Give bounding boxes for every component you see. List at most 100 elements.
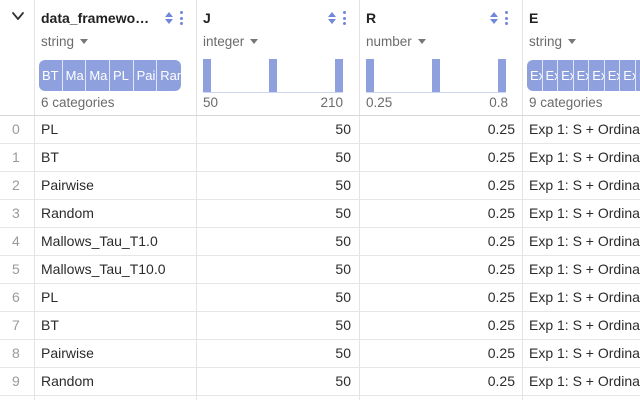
cell-j[interactable]: 50 <box>335 149 351 165</box>
histogram-bar[interactable] <box>335 59 343 92</box>
cell-data-framework[interactable]: Mallows_Tau_T1.0 <box>41 233 158 249</box>
row-index: 3 <box>12 205 20 221</box>
column-menu-icon[interactable] <box>503 10 509 26</box>
cell-e[interactable]: Exp 1: S + Ordinal <box>529 177 640 193</box>
cell-e[interactable]: Exp 1: S + Ordinal <box>529 373 640 389</box>
category-segment[interactable]: Ex <box>527 60 543 91</box>
range-min: 50 <box>203 95 219 110</box>
cell-data-framework[interactable]: PL <box>41 289 59 305</box>
cell-j[interactable]: 50 <box>335 177 351 193</box>
category-segment[interactable]: Ex <box>574 60 590 91</box>
table-row[interactable]: 0 PL 50 0.25 Exp 1: S + Ordinal <box>0 116 640 144</box>
cell-e[interactable]: Exp 1: S + Ordinal <box>529 205 640 221</box>
column-menu-icon[interactable] <box>341 10 347 26</box>
category-segment[interactable]: Ma <box>63 60 87 91</box>
table-row[interactable]: 4 Mallows_Tau_T1.0 50 0.25 Exp 1: S + Or… <box>0 228 640 256</box>
table-row[interactable]: 3 Random 50 0.25 Exp 1: S + Ordinal <box>0 200 640 228</box>
cell-data-framework[interactable]: Random <box>41 373 94 389</box>
cell-r[interactable]: 0.25 <box>487 177 515 193</box>
cell-j[interactable]: 50 <box>335 317 351 333</box>
cell-e[interactable]: Exp 1: S + Ordinal <box>529 149 640 165</box>
row-index: 1 <box>12 149 20 165</box>
sort-icon[interactable] <box>164 10 174 26</box>
cell-j[interactable]: 50 <box>335 289 351 305</box>
column-type[interactable]: string <box>529 34 577 49</box>
cell-r[interactable]: 0.25 <box>487 261 515 277</box>
histogram-bar[interactable] <box>269 59 277 92</box>
range-max: 0.8 <box>489 95 508 110</box>
category-segment[interactable]: BT <box>39 60 63 91</box>
category-segment[interactable]: Ex <box>589 60 605 91</box>
column-type-label: integer <box>203 34 245 49</box>
cell-e[interactable]: Exp 1: S + Ordinal <box>529 317 640 333</box>
column-header-e[interactable]: E string ExExExExExExExExEx 9 categories <box>523 0 640 115</box>
table-row[interactable]: 5 Mallows_Tau_T10.0 50 0.25 Exp 1: S + O… <box>0 256 640 284</box>
cell-e[interactable]: Exp 1: S + Ordinal <box>529 345 640 361</box>
category-distribution-bar[interactable]: ExExExExExExExExEx <box>527 60 640 91</box>
cell-r[interactable]: 0.25 <box>487 121 515 137</box>
cell-data-framework[interactable]: Pairwise <box>41 345 94 361</box>
category-segment[interactable]: Ex <box>605 60 621 91</box>
category-segment[interactable]: Ma <box>86 60 110 91</box>
cell-r[interactable]: 0.25 <box>487 289 515 305</box>
histogram-bar[interactable] <box>498 59 506 92</box>
category-segment[interactable]: Ex <box>620 60 636 91</box>
sort-icon[interactable] <box>327 10 337 26</box>
category-segment[interactable]: Ex <box>636 60 640 91</box>
table-row[interactable]: 8 Pairwise 50 0.25 Exp 1: S + Ordinal <box>0 340 640 368</box>
column-title[interactable]: R <box>366 10 377 26</box>
chevron-down-icon[interactable] <box>11 11 25 21</box>
category-segment[interactable]: Ex <box>558 60 574 91</box>
column-title[interactable]: E <box>529 10 539 26</box>
cell-j[interactable]: 50 <box>335 345 351 361</box>
cell-j[interactable]: 50 <box>335 233 351 249</box>
cell-e[interactable]: Exp 1: S + Ordinal <box>529 233 640 249</box>
cell-r[interactable]: 0.25 <box>487 317 515 333</box>
value-histogram[interactable] <box>203 59 343 93</box>
sort-icon[interactable] <box>489 10 499 26</box>
cell-r[interactable]: 0.25 <box>487 205 515 221</box>
cell-r[interactable]: 0.25 <box>487 373 515 389</box>
column-type[interactable]: string <box>41 34 89 49</box>
cell-r[interactable]: 0.25 <box>487 345 515 361</box>
category-segment[interactable]: Ex <box>543 60 559 91</box>
value-histogram[interactable] <box>366 59 506 93</box>
column-header-j[interactable]: J integer 50 210 <box>197 0 359 115</box>
cell-j[interactable]: 50 <box>335 373 351 389</box>
cell-data-framework[interactable]: Mallows_Tau_T10.0 <box>41 261 166 277</box>
column-title[interactable]: J <box>203 10 211 26</box>
cell-data-framework[interactable]: BT <box>41 149 59 165</box>
table-row[interactable]: 6 PL 50 0.25 Exp 1: S + Ordinal <box>0 284 640 312</box>
table-row[interactable]: 2 Pairwise 50 0.25 Exp 1: S + Ordinal <box>0 172 640 200</box>
cell-data-framework[interactable]: BT <box>41 317 59 333</box>
cell-r[interactable]: 0.25 <box>487 233 515 249</box>
cell-e[interactable]: Exp 1: S + Ordinal <box>529 289 640 305</box>
cell-e[interactable]: Exp 1: S + Ordinal <box>529 121 640 137</box>
cell-j[interactable]: 50 <box>335 261 351 277</box>
column-type[interactable]: integer <box>203 34 259 49</box>
category-distribution-bar[interactable]: BT Ma Ma PL Pai Ran <box>39 60 181 91</box>
header-divider <box>0 115 640 116</box>
histogram-bar[interactable] <box>366 59 374 92</box>
cell-data-framework[interactable]: PL <box>41 121 59 137</box>
category-segment[interactable]: Pai <box>134 60 158 91</box>
cell-j[interactable]: 50 <box>335 205 351 221</box>
cell-data-framework[interactable]: Pairwise <box>41 177 94 193</box>
category-segment[interactable]: Ran <box>160 68 181 83</box>
column-title[interactable]: data_framewo… <box>41 10 150 26</box>
table-row[interactable]: 7 BT 50 0.25 Exp 1: S + Ordinal <box>0 312 640 340</box>
table-row[interactable]: 1 BT 50 0.25 Exp 1: S + Ordinal <box>0 144 640 172</box>
category-segment[interactable]: PL <box>110 60 134 91</box>
cell-e[interactable]: Exp 1: S + Ordinal <box>529 261 640 277</box>
cell-j[interactable]: 50 <box>335 121 351 137</box>
caret-down-icon <box>250 38 259 44</box>
cell-r[interactable]: 0.25 <box>487 149 515 165</box>
column-header-data-framework[interactable]: data_framewo… string BT Ma Ma PL Pai Ran 6 ca… <box>35 0 196 115</box>
column-type[interactable]: number <box>366 34 426 49</box>
histogram-bar[interactable] <box>432 59 440 92</box>
histogram-bar[interactable] <box>203 59 211 92</box>
column-menu-icon[interactable] <box>178 10 184 26</box>
cell-data-framework[interactable]: Random <box>41 205 94 221</box>
column-header-r[interactable]: R number 0.25 0.8 <box>360 0 522 115</box>
table-row[interactable]: 9 Random 50 0.25 Exp 1: S + Ordinal <box>0 368 640 396</box>
